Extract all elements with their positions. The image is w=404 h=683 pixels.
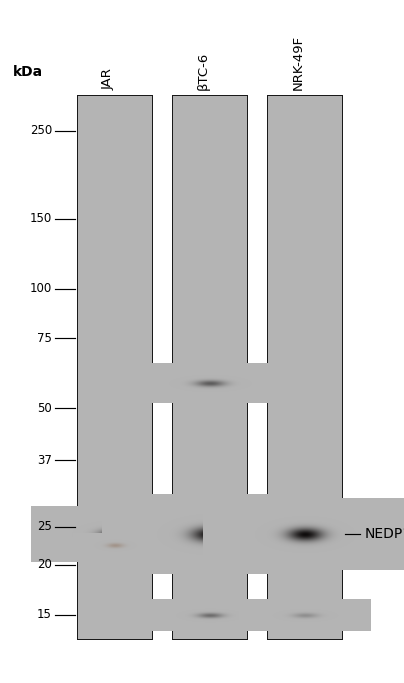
Text: 20: 20 [37,559,52,572]
Text: NRK-49F: NRK-49F [292,35,305,90]
Text: βTC-6: βTC-6 [197,52,210,90]
Text: kDa: kDa [13,65,43,79]
Text: 250: 250 [30,124,52,137]
Text: 50: 50 [37,402,52,415]
Text: 37: 37 [37,454,52,466]
Text: 15: 15 [37,609,52,622]
Text: 75: 75 [37,331,52,344]
Text: 100: 100 [30,283,52,296]
Text: NEDP1: NEDP1 [365,527,404,541]
Text: JAR: JAR [102,68,115,90]
Text: 25: 25 [37,520,52,533]
Text: 150: 150 [30,212,52,225]
